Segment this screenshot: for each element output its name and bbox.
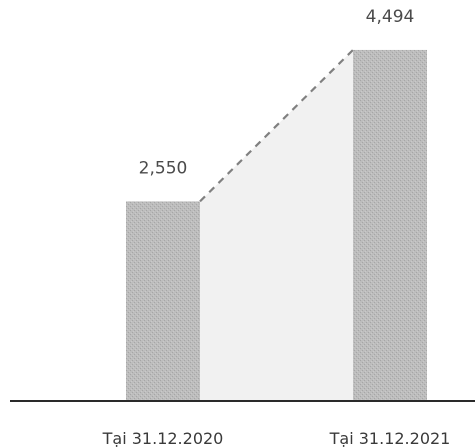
bar-1 [126,201,200,400]
value-label-2: 4,494 [366,7,415,27]
bar-2 [353,49,427,401]
value-labels-group: 2,550 4,494 [139,7,415,178]
category-label-2: Tại 31.12.2021 [329,429,451,448]
growth-shade [200,49,353,401]
growth-dashed-line [199,49,354,203]
growth-connector [199,49,354,203]
category-label-1: Tại 31.12.2020 [102,429,224,448]
value-label-1: 2,550 [139,158,188,178]
category-labels-group: Tại 31.12.2020 Tại 31.12.2021 [102,429,451,448]
growth-shade-area [200,49,353,401]
bars-group [126,49,427,401]
